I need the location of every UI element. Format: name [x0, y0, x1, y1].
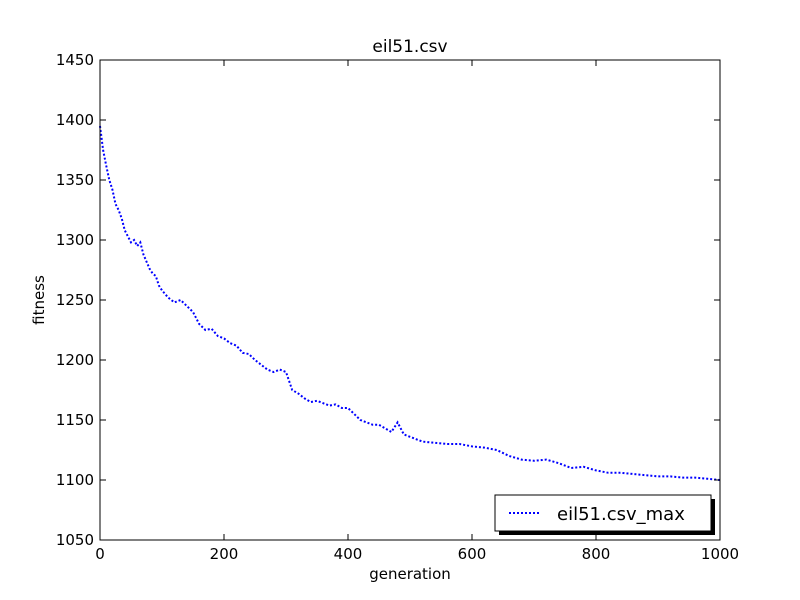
chart-title: eil51.csv [372, 37, 447, 57]
y-tick-label: 1100 [56, 471, 94, 489]
x-axis-label: generation [369, 565, 451, 583]
y-tick-label: 1350 [56, 171, 94, 189]
y-tick-label: 1400 [56, 111, 94, 129]
y-tick-label: 1450 [56, 51, 94, 69]
legend-label: eil51.csv_max [557, 504, 685, 525]
x-tick-label: 600 [458, 545, 487, 563]
x-tick-label: 0 [95, 545, 105, 563]
series-line-0 [99, 125, 721, 481]
x-axis-ticks: 0 200 400 600 800 1000 [95, 60, 739, 563]
y-axis-ticks: 1050 1100 1150 1200 1250 1300 1350 1400 1450 [56, 51, 720, 549]
y-tick-label: 1250 [56, 291, 94, 309]
x-tick-label: 200 [210, 545, 239, 563]
y-axis-label: fitness [30, 275, 48, 325]
x-tick-label: 1000 [701, 545, 739, 563]
x-tick-label: 800 [582, 545, 611, 563]
x-tick-label: 400 [334, 545, 363, 563]
y-tick-label: 1150 [56, 411, 94, 429]
y-tick-label: 1050 [56, 531, 94, 549]
y-tick-label: 1300 [56, 231, 94, 249]
y-tick-label: 1200 [56, 351, 94, 369]
legend: eil51.csv_max [494, 494, 715, 535]
